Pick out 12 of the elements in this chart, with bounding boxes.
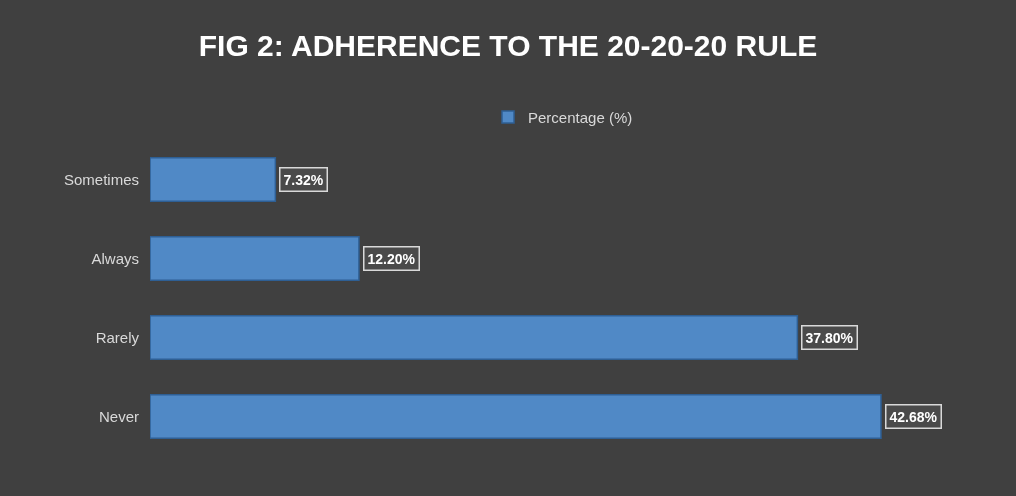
y-tick-label: Never (98, 407, 139, 425)
bar (150, 236, 360, 281)
legend-label: Percentage (%) (528, 108, 633, 126)
y-tick-label: Sometimes (63, 170, 139, 188)
y-tick-label: Always (91, 249, 139, 267)
data-label: 37.80% (805, 329, 854, 346)
bar (150, 394, 882, 439)
chart-title: FIG 2: ADHERENCE TO THE 20-20-20 RULE (198, 28, 818, 62)
data-label: 12.20% (367, 250, 416, 267)
data-label: 42.68% (889, 408, 938, 425)
y-tick-label: Rarely (95, 328, 140, 346)
data-label: 7.32% (283, 171, 324, 188)
